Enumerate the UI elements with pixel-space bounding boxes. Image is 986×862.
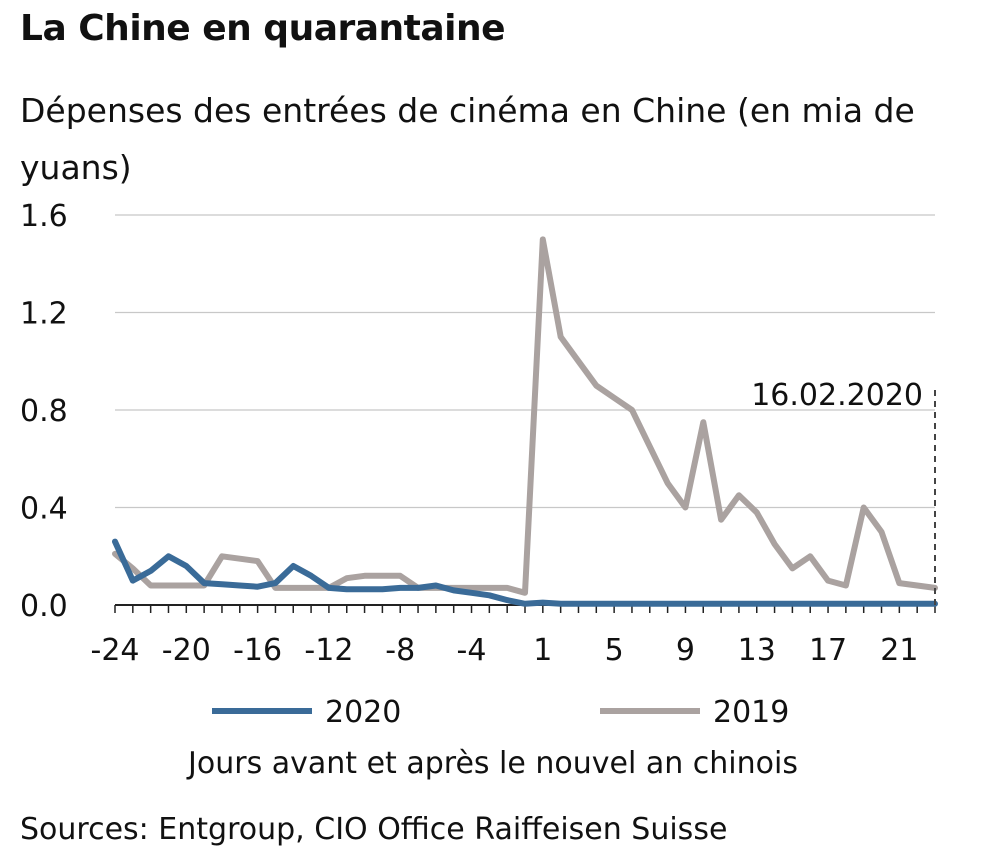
series-lines [112, 236, 938, 607]
chart-subtitle: Dépenses des entrées de cinéma en Chine … [20, 91, 915, 187]
y-tick-label: 0.4 [20, 492, 68, 527]
y-tick-label: 1.2 [20, 297, 68, 332]
y-tick-label: 1.6 [20, 199, 68, 234]
x-axis-label: Jours avant et après le nouvel an chinoi… [188, 746, 798, 781]
y-tick-label: 0.8 [20, 394, 68, 429]
x-tick-label: -24 [91, 633, 140, 668]
x-tick-label: -20 [162, 633, 211, 668]
x-tick-label: 13 [738, 633, 776, 668]
x-tick-label: 21 [880, 633, 918, 668]
chart-title: La Chine en quarantaine [20, 8, 506, 49]
y-tick-label: 0.0 [20, 589, 68, 624]
series-line-2019 [112, 236, 938, 596]
x-tick-label: 17 [809, 633, 847, 668]
x-tick-label: -8 [385, 633, 415, 668]
annotation-label: 16.02.2020 [751, 378, 923, 413]
x-tick-label: -4 [457, 633, 487, 668]
legend: 2020 2019 [212, 695, 789, 730]
legend-label-2020: 2020 [325, 695, 401, 730]
x-tick-label: 1 [533, 633, 552, 668]
source-note: Sources: Entgroup, CIO Office Raiffeisen… [20, 812, 728, 847]
line-chart: 0.0 0.4 0.8 1.2 1.6 -24 -20 -16 -12 -8 -4 1 5 9 13 17 2… [20, 199, 938, 730]
x-tick-label: 9 [676, 633, 695, 668]
x-tick-labels: -24 -20 -16 -12 -8 -4 1 5 9 13 17 21 [91, 633, 919, 668]
annotation: 16.02.2020 [751, 378, 936, 605]
series-line-2020 [112, 538, 938, 607]
y-tick-labels: 0.0 0.4 0.8 1.2 1.6 [20, 199, 68, 624]
x-tick-label: 5 [605, 633, 624, 668]
legend-label-2019: 2019 [713, 695, 789, 730]
x-tick-label: -16 [233, 633, 282, 668]
x-tick-label: -12 [304, 633, 353, 668]
